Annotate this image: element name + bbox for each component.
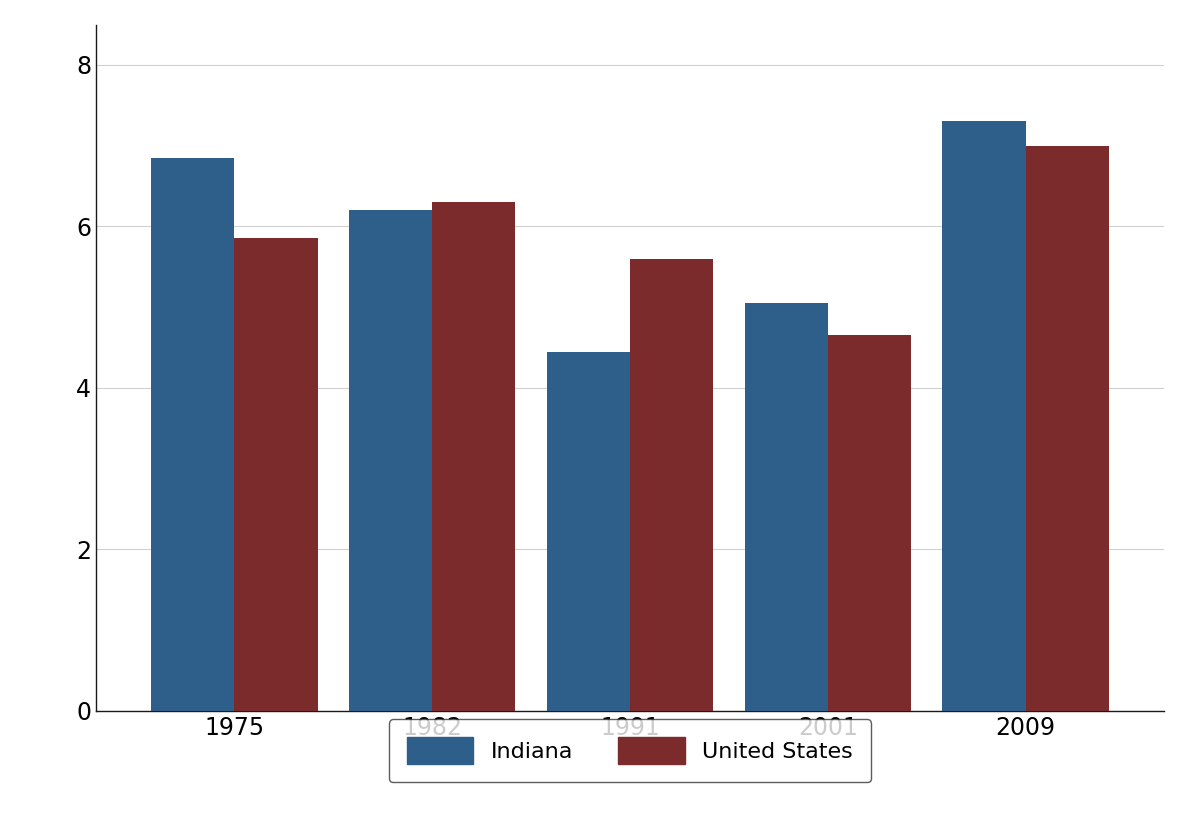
Bar	[630, 259, 713, 711]
Bar	[432, 202, 515, 711]
Bar	[1026, 145, 1109, 711]
Bar	[828, 335, 911, 711]
Bar	[547, 351, 630, 711]
Bar	[234, 239, 318, 711]
Bar	[349, 210, 432, 711]
Bar	[745, 303, 828, 711]
Legend: Indiana, United States: Indiana, United States	[389, 719, 871, 782]
Bar	[151, 158, 234, 711]
Bar	[942, 122, 1026, 711]
